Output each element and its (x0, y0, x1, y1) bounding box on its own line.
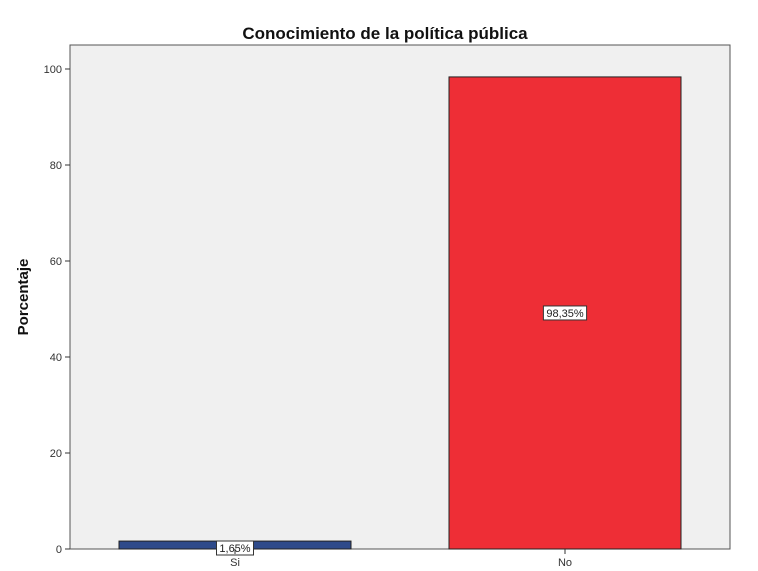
x-category-label: Si (230, 557, 240, 569)
data-label: 98,35% (546, 308, 584, 320)
y-tick-label: 40 (50, 352, 62, 364)
y-axis-label: Porcentaje (15, 259, 32, 336)
data-label-box (216, 540, 254, 556)
chart-title: Conocimiento de la política pública (242, 24, 528, 43)
data-label-box (542, 305, 588, 321)
y-tick-label: 100 (44, 64, 62, 76)
y-axis-ticks: 0 20 40 60 80 100 (44, 64, 70, 556)
y-tick-label: 20 (50, 448, 62, 460)
y-tick-label: 0 (56, 544, 62, 556)
y-tick-label: 80 (50, 160, 62, 172)
x-category-label: No (558, 557, 572, 569)
bars: 1,65%98,35% (118, 76, 682, 556)
x-axis-categories: Si No (230, 549, 572, 569)
y-tick-label: 60 (50, 256, 62, 268)
